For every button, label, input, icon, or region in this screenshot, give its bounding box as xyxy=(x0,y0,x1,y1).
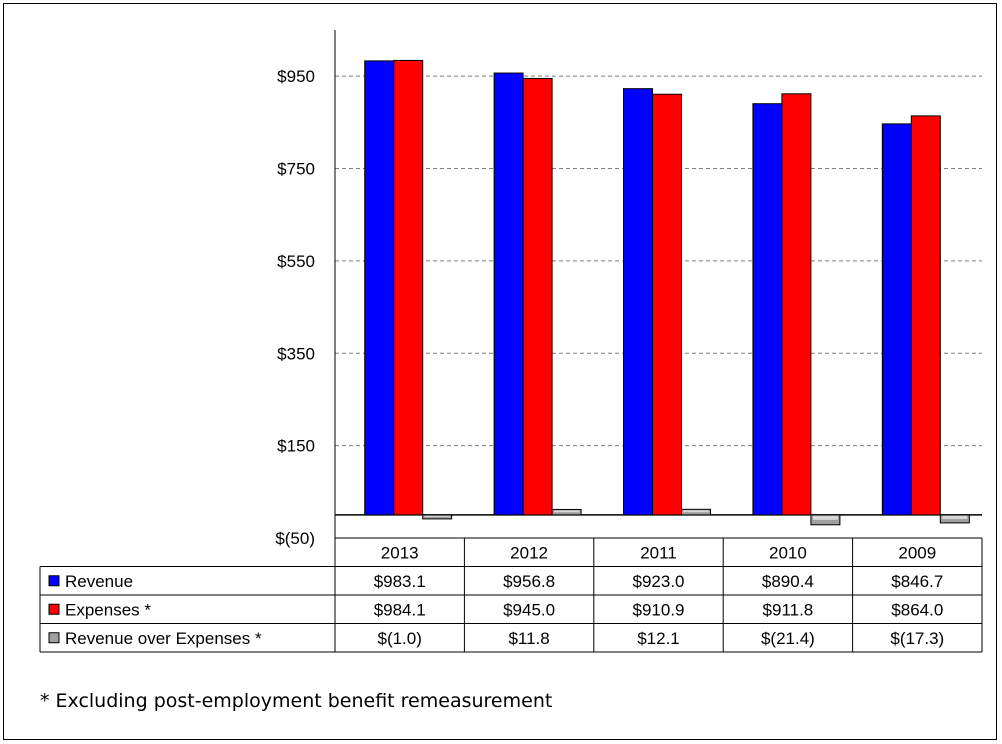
y-tick-label: $(50) xyxy=(275,529,315,548)
bar-highlight xyxy=(812,515,838,520)
legend-label: Revenue over Expenses * xyxy=(65,629,262,648)
legend-swatch xyxy=(48,632,60,644)
data-label: $984.1 xyxy=(374,600,426,619)
bar-highlight xyxy=(942,515,968,519)
bar-revenue xyxy=(881,123,912,516)
footnote: * Excluding post-employment benefit reme… xyxy=(40,690,553,712)
bar-expenses xyxy=(522,77,553,516)
bar-highlight xyxy=(554,510,580,513)
data-label: $(1.0) xyxy=(377,629,421,648)
x-tick-label: 2009 xyxy=(898,543,936,562)
data-label: $945.0 xyxy=(503,600,555,619)
y-tick-label: $150 xyxy=(277,437,315,456)
data-label: $911.8 xyxy=(763,600,814,619)
bar-highlight xyxy=(424,515,450,517)
data-label: $983.1 xyxy=(374,572,426,591)
data-label: $11.8 xyxy=(508,629,549,648)
data-label: $956.8 xyxy=(503,572,555,591)
data-label: $(21.4) xyxy=(761,629,815,648)
legend-label: Revenue xyxy=(65,572,133,591)
bar-highlight xyxy=(683,510,709,513)
x-tick-label: 2011 xyxy=(640,543,677,562)
data-label: $910.9 xyxy=(633,600,685,619)
bar-expenses xyxy=(781,93,812,516)
bar-expenses xyxy=(393,59,424,516)
bar-revenue xyxy=(493,72,524,516)
legend-label: Expenses * xyxy=(65,600,151,619)
x-tick-label: 2010 xyxy=(769,543,807,562)
bar-revenue xyxy=(623,88,653,516)
data-label: $846.7 xyxy=(891,572,943,591)
legend-swatch xyxy=(48,575,60,587)
y-tick-label: $750 xyxy=(277,160,315,179)
data-label: $12.1 xyxy=(637,629,680,648)
bar-expenses xyxy=(652,93,682,516)
data-label: $890.4 xyxy=(762,572,814,591)
y-tick-label: $950 xyxy=(277,67,315,86)
legend-swatch xyxy=(48,603,60,615)
x-tick-label: 2012 xyxy=(510,543,548,562)
bar-revenue xyxy=(752,103,783,516)
data-label: $923.0 xyxy=(633,572,685,591)
y-tick-label: $550 xyxy=(277,252,315,271)
x-tick-label: 2013 xyxy=(381,543,419,562)
bar-revenue xyxy=(364,60,395,516)
bar-expenses xyxy=(910,115,941,516)
data-label: $(17.3) xyxy=(890,629,944,648)
data-label: $864.0 xyxy=(891,600,943,619)
y-tick-label: $350 xyxy=(277,344,315,363)
